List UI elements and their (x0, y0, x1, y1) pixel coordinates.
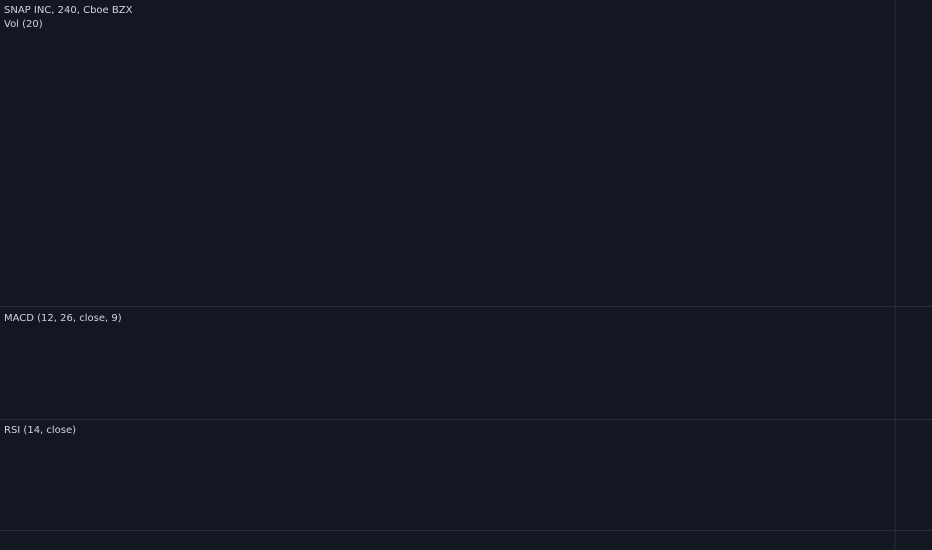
chart-title: SNAP INC, 240, Cboe BZX (4, 5, 133, 16)
rsi-title: RSI (14, close) (4, 425, 76, 436)
overlay: SNAP INC, 240, Cboe BZX Vol (20) MACD (1… (4, 5, 133, 436)
macd-title: MACD (12, 26, close, 9) (4, 313, 122, 324)
volume-title: Vol (20) (4, 19, 43, 30)
